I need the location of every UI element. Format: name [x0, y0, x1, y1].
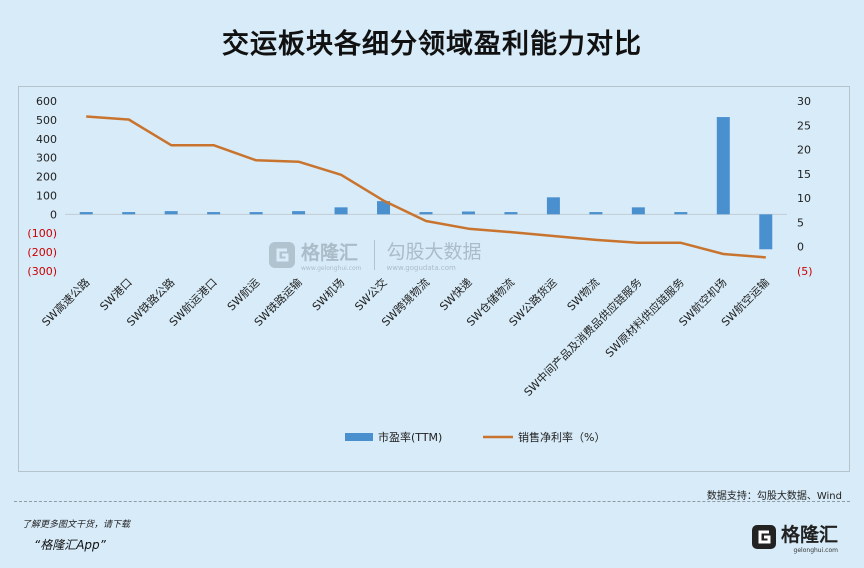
y-right-tick-label: 30: [797, 95, 811, 108]
gelonghui-logo-icon: [269, 241, 295, 268]
bar: [759, 214, 773, 250]
y-right-tick-label: 5: [797, 216, 804, 229]
legend-bar-label: 市盈率(TTM): [378, 430, 442, 444]
x-category-label: SW快递: [437, 275, 475, 313]
watermark: 格隆汇 www.gelonghui.com 勾股大数据 www.gogudata…: [267, 237, 482, 272]
x-category-label: SW高速公路: [39, 275, 93, 329]
x-category-label: SW物流: [564, 275, 602, 313]
bar: [504, 212, 518, 215]
bar: [716, 117, 730, 215]
x-category-label: SW公交: [352, 275, 390, 313]
y-right-tick-label: (5): [797, 265, 813, 278]
promo-line-2: “格隆汇App”: [34, 538, 106, 552]
y-left-tick-label: 300: [36, 152, 57, 165]
bar: [461, 211, 475, 215]
y-right-tick-label: 25: [797, 119, 811, 132]
x-category-label: SW原材料供应链服务: [602, 275, 687, 360]
y-left-tick-label: 500: [36, 114, 57, 127]
watermark-brand2-sub: www.gogudata.com: [386, 264, 456, 272]
y-right-tick-label: 15: [797, 168, 811, 181]
bar: [207, 212, 221, 215]
bar: [292, 211, 306, 215]
promo-line-1: 了解更多图文干货，请下载: [22, 520, 131, 530]
bar: [589, 212, 603, 215]
bar: [631, 207, 645, 215]
bar: [674, 212, 688, 215]
bar: [122, 212, 136, 215]
watermark-brand: 格隆汇: [301, 241, 359, 264]
y-left-tick-label: 100: [36, 189, 57, 202]
y-right-tick-label: 10: [797, 192, 811, 205]
bar: [334, 207, 348, 215]
footer-brand-name: 格隆汇: [780, 524, 838, 546]
combo-chart: 6005004003002001000(100)(200)(300)302520…: [27, 95, 813, 444]
chart-panel: 格隆汇 www.gelonghui.com 勾股大数据 www.gogudata…: [18, 86, 850, 472]
y-right-tick-label: 0: [797, 241, 804, 254]
y-left-tick-label: (300): [27, 265, 57, 278]
y-left-tick-label: (100): [27, 227, 57, 240]
y-left-tick-label: 200: [36, 171, 57, 184]
legend-bar-swatch: [345, 433, 373, 441]
bar: [377, 201, 391, 215]
x-category-label: SW港口: [97, 276, 134, 313]
y-right-tick-label: 20: [797, 144, 811, 157]
bar: [546, 197, 560, 215]
footer-brand-sub: gelonghui.com: [793, 547, 838, 554]
watermark-brand-sub: www.gelonghui.com: [301, 264, 362, 272]
footer-divider: [14, 501, 850, 502]
line-series-net-margin: [86, 115, 766, 259]
gelonghui-logo-icon: [751, 525, 776, 549]
y-left-tick-label: (200): [27, 246, 57, 259]
y-left-tick-label: 600: [36, 95, 57, 108]
bar: [249, 212, 263, 215]
y-left-tick-label: 0: [50, 208, 57, 221]
watermark-brand2: 勾股大数据: [386, 241, 482, 263]
y-left-tick-label: 400: [36, 133, 57, 146]
bar: [79, 212, 93, 215]
x-category-label: SW航运: [224, 275, 262, 313]
x-category-label: SW机场: [309, 275, 347, 313]
bar: [164, 211, 178, 215]
data-source: 数据支持：勾股大数据、Wind: [706, 491, 842, 502]
footer-brand: 格隆汇 gelonghui.com: [751, 520, 838, 554]
legend-line-label: 销售净利率（%）: [518, 430, 605, 444]
bar: [419, 212, 433, 215]
chart-title: 交运板块各细分领域盈利能力对比: [222, 29, 642, 60]
